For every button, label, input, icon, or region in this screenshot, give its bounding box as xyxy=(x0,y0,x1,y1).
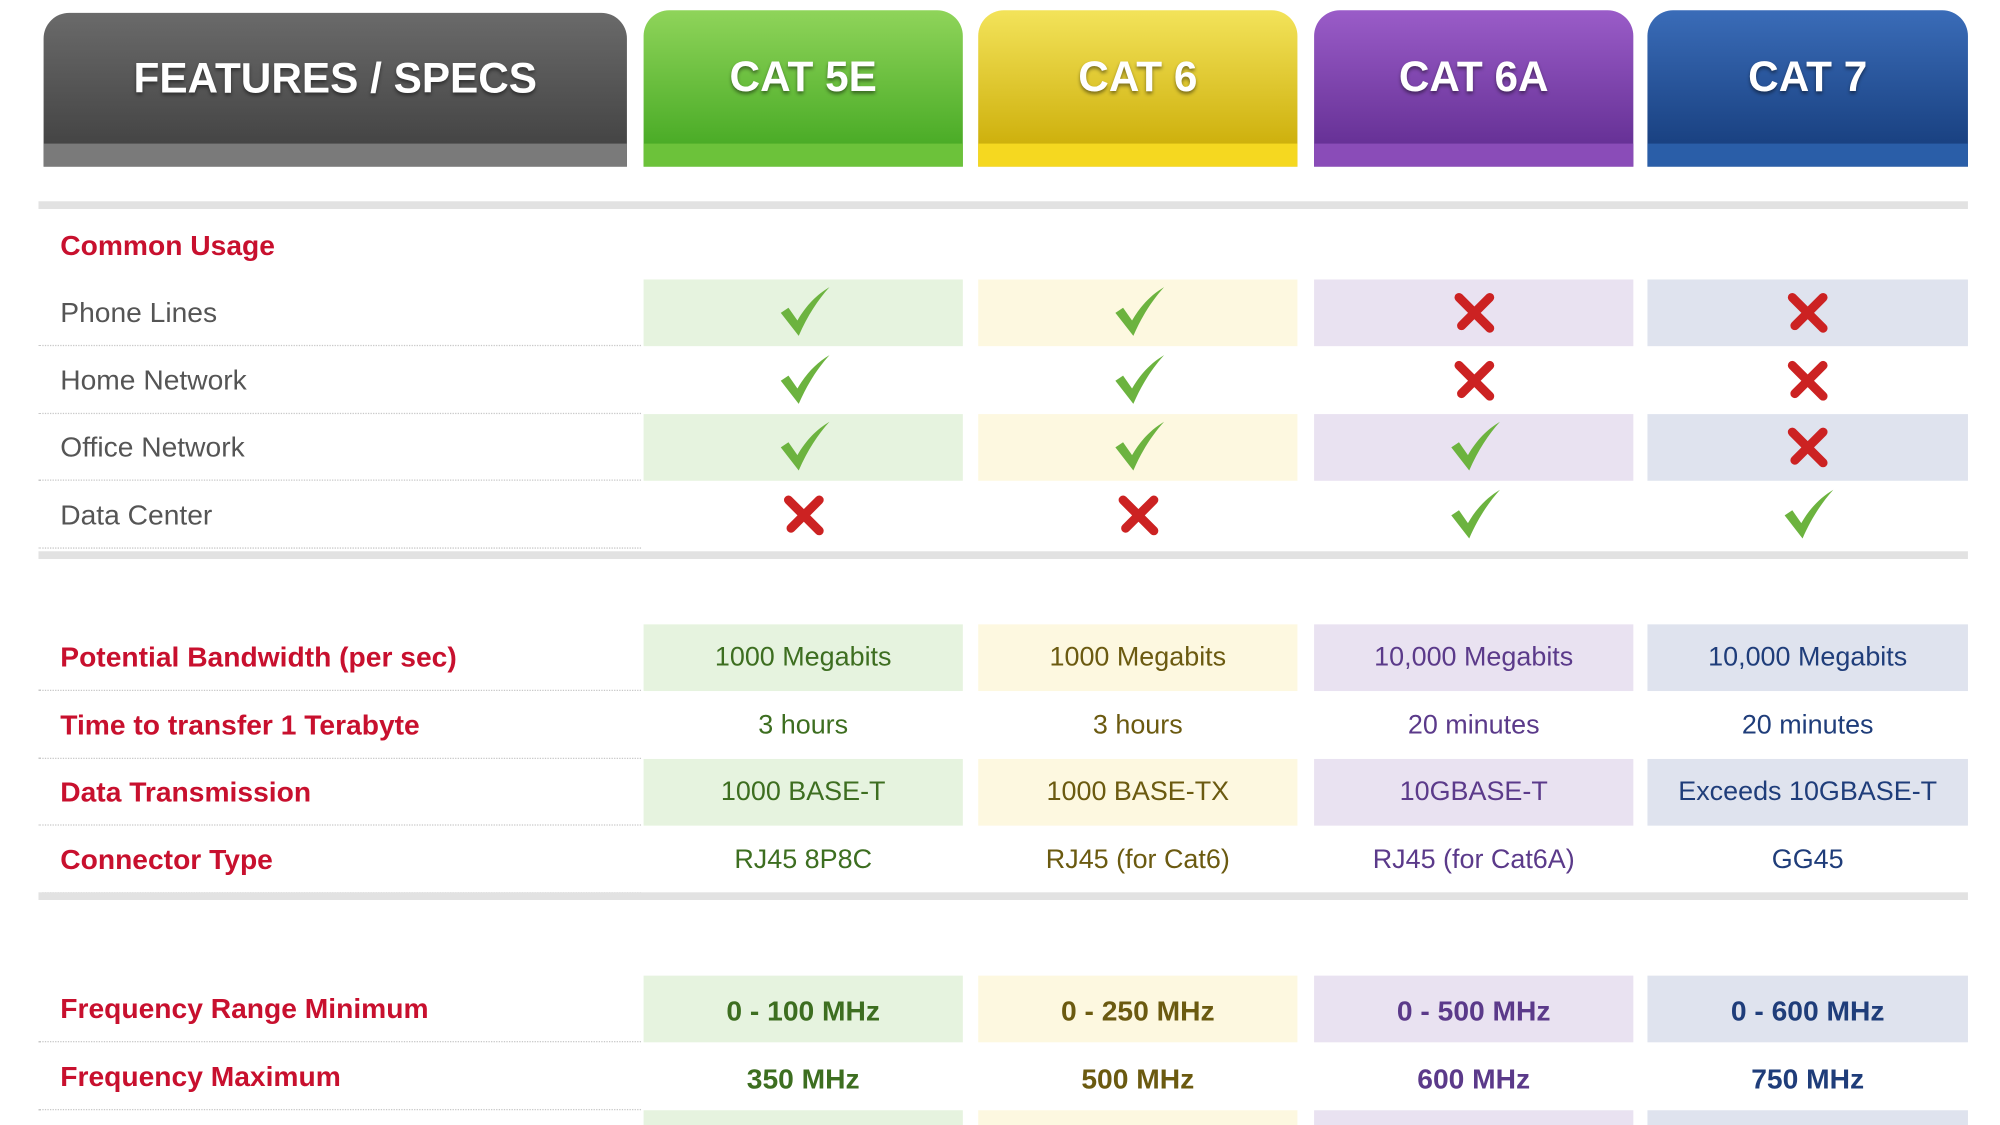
separator xyxy=(38,551,1968,559)
cut-off-cell xyxy=(978,1110,1298,1125)
row-label: Potential Bandwidth (per sec) xyxy=(38,624,642,692)
separator xyxy=(38,201,1968,209)
value-cell: 600 MHz xyxy=(1417,1062,1531,1095)
check-icon xyxy=(1450,489,1500,539)
value-cell: 3 hours xyxy=(1092,710,1183,740)
value-cell: 500 MHz xyxy=(1081,1062,1195,1095)
icon-cell xyxy=(643,414,963,481)
separator xyxy=(38,892,1968,900)
value-cell: 750 MHz xyxy=(1751,1062,1865,1095)
icon-cell xyxy=(1314,279,1634,347)
value-cell: 0 - 250 MHz xyxy=(978,975,1298,1043)
icon-cell xyxy=(1647,279,1968,347)
header-cell: CAT 6 xyxy=(978,10,1298,167)
check-icon xyxy=(1450,421,1500,471)
value-cell: RJ45 (for Cat6) xyxy=(1045,844,1230,875)
value-cell: 10,000 Megabits xyxy=(1314,624,1634,692)
check-icon xyxy=(780,355,829,404)
row-label: Connector Type xyxy=(38,827,642,894)
cross-icon xyxy=(783,495,824,536)
icon-cell xyxy=(644,347,963,414)
header-stripe xyxy=(978,143,1298,167)
icon-cell xyxy=(978,482,1297,549)
cut-off-cell xyxy=(1314,1110,1634,1125)
value-cell: RJ45 8P8C xyxy=(734,844,873,875)
row-label: Data Center xyxy=(38,482,642,549)
cross-icon xyxy=(1787,427,1828,468)
value-cell: 350 MHz xyxy=(746,1062,860,1095)
header-stripe xyxy=(1314,143,1634,167)
header-stripe xyxy=(643,143,963,167)
icon-cell xyxy=(1314,347,1633,414)
icon-cell xyxy=(978,347,1297,414)
row-label: Phone Lines xyxy=(38,279,642,347)
icon-cell xyxy=(643,279,963,347)
row-label: Time to transfer 1 Terabyte xyxy=(38,692,642,759)
cross-icon xyxy=(1787,360,1828,401)
row-label: Frequency Range Minimum xyxy=(38,976,642,1043)
check-icon xyxy=(1784,489,1834,539)
check-icon xyxy=(1114,421,1164,471)
check-icon xyxy=(1114,355,1164,404)
value-cell: 20 minutes xyxy=(1407,710,1540,740)
header-cell: FEATURES / SPECS xyxy=(43,12,627,167)
cross-icon xyxy=(1453,292,1494,333)
check-icon xyxy=(780,287,829,336)
icon-cell xyxy=(978,279,1298,347)
value-cell: 0 - 500 MHz xyxy=(1314,975,1634,1043)
cut-off-cell xyxy=(1647,1110,1968,1125)
value-cell: 10,000 Megabits xyxy=(1647,624,1968,692)
value-cell: 1000 BASE-T xyxy=(643,758,963,826)
check-icon xyxy=(780,421,829,471)
cross-icon xyxy=(1787,292,1828,333)
value-cell: RJ45 (for Cat6A) xyxy=(1372,844,1575,875)
value-cell: 10GBASE-T xyxy=(1314,758,1634,826)
value-cell: GG45 xyxy=(1771,844,1844,875)
cross-icon xyxy=(1117,495,1158,536)
section-title: Common Usage xyxy=(60,229,275,262)
cut-off-cell xyxy=(643,1110,963,1125)
icon-cell xyxy=(1314,414,1634,481)
icon-cell xyxy=(1647,482,1968,549)
header-cell: CAT 6A xyxy=(1314,10,1634,167)
value-cell: 0 - 100 MHz xyxy=(643,975,963,1043)
icon-cell xyxy=(644,482,963,549)
cross-icon xyxy=(1453,360,1494,401)
value-cell: 0 - 600 MHz xyxy=(1647,975,1968,1043)
icon-cell xyxy=(1314,482,1633,549)
value-cell: 1000 Megabits xyxy=(643,624,963,692)
value-cell: 20 minutes xyxy=(1741,710,1874,740)
value-cell: Exceeds 10GBASE-T xyxy=(1647,758,1968,826)
row-label: Home Network xyxy=(38,347,642,415)
header-cell: CAT 7 xyxy=(1647,10,1968,167)
row-label: Frequency Maximum xyxy=(38,1044,642,1111)
icon-cell xyxy=(1647,347,1968,414)
header-stripe xyxy=(43,143,627,167)
check-icon xyxy=(1114,287,1164,336)
row-label: Office Network xyxy=(38,414,642,481)
value-cell: 1000 Megabits xyxy=(978,624,1298,692)
value-cell: 3 hours xyxy=(758,710,849,740)
header-cell: CAT 5E xyxy=(643,10,963,167)
row-label: Data Transmission xyxy=(38,759,642,826)
value-cell: 1000 BASE-TX xyxy=(978,758,1298,826)
icon-cell xyxy=(1647,414,1968,481)
header-stripe xyxy=(1647,143,1968,167)
icon-cell xyxy=(978,414,1298,481)
